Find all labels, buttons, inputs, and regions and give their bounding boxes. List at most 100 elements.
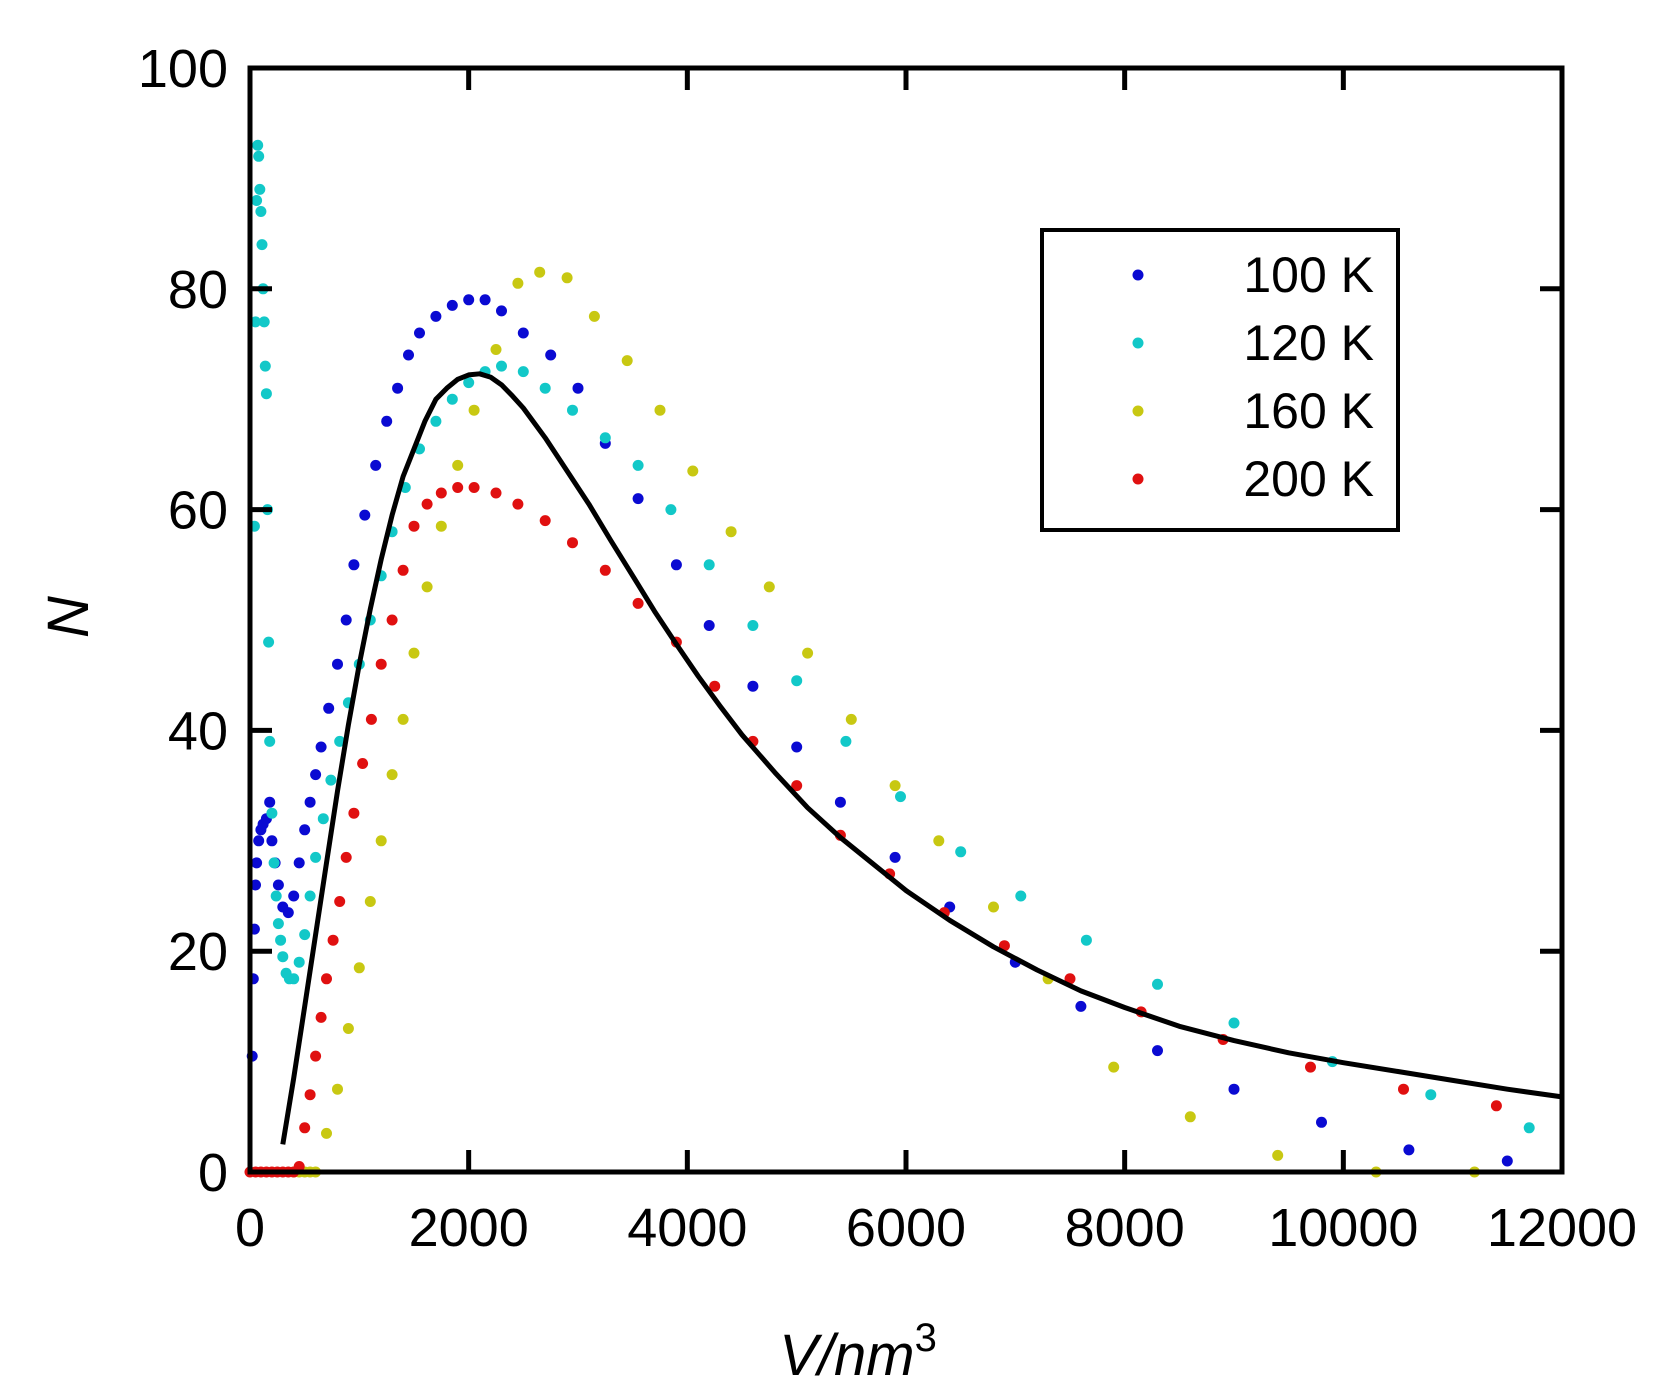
point-120-k bbox=[256, 239, 268, 251]
x-tick-label: 10000 bbox=[1268, 1198, 1418, 1258]
point-120-k bbox=[270, 890, 282, 902]
point-120-k bbox=[539, 382, 551, 394]
point-200-k bbox=[348, 807, 360, 819]
point-160-k bbox=[588, 310, 600, 322]
point-120-k bbox=[430, 415, 442, 427]
plot-area bbox=[244, 65, 1565, 1178]
point-200-k bbox=[512, 498, 524, 510]
point-160-k bbox=[435, 520, 447, 532]
point-100-k bbox=[414, 327, 425, 339]
point-120-k bbox=[703, 559, 715, 571]
point-120-k bbox=[254, 183, 266, 195]
point-100-k bbox=[1228, 1083, 1240, 1095]
point-120-k bbox=[255, 206, 267, 217]
point-100-k bbox=[496, 305, 507, 317]
data-marks bbox=[244, 139, 1563, 1178]
point-100-k bbox=[1152, 1045, 1163, 1057]
point-200-k bbox=[334, 896, 346, 907]
point-200-k bbox=[468, 482, 480, 493]
x-tick-label: 6000 bbox=[846, 1198, 966, 1258]
legend-marker-100-k bbox=[1132, 269, 1144, 281]
point-100-k bbox=[446, 299, 458, 311]
point-120-k bbox=[517, 366, 529, 378]
point-120-k bbox=[263, 636, 275, 648]
point-100-k bbox=[323, 702, 335, 714]
point-100-k bbox=[392, 382, 404, 394]
legend-label-120-k: 120 K bbox=[1243, 315, 1374, 371]
point-120-k bbox=[1523, 1122, 1535, 1134]
legend-marker-120-k bbox=[1132, 337, 1144, 349]
point-160-k bbox=[1272, 1149, 1284, 1161]
point-100-k bbox=[545, 349, 557, 361]
point-120-k bbox=[840, 735, 852, 747]
point-160-k bbox=[408, 647, 420, 659]
point-120-k bbox=[268, 857, 280, 869]
point-120-k bbox=[260, 388, 272, 400]
point-120-k bbox=[251, 195, 263, 206]
point-200-k bbox=[1305, 1061, 1316, 1073]
point-120-k bbox=[1228, 1017, 1240, 1029]
y-tick-label: 80 bbox=[168, 260, 228, 320]
point-100-k bbox=[310, 769, 322, 781]
y-tick-labels: 0 20 40 60 80 100 bbox=[138, 39, 228, 1203]
x-axis-title: V/nm3 bbox=[779, 1316, 937, 1388]
x-tick-label: 0 bbox=[235, 1198, 265, 1258]
point-100-k bbox=[370, 459, 382, 471]
point-120-k bbox=[446, 393, 458, 405]
point-100-k bbox=[282, 907, 294, 919]
point-120-k bbox=[317, 813, 329, 825]
point-100-k bbox=[430, 310, 442, 322]
point-100-k bbox=[315, 741, 327, 753]
point-100-k bbox=[288, 890, 300, 902]
point-120-k bbox=[791, 675, 803, 687]
point-100-k bbox=[747, 680, 759, 692]
point-100-k bbox=[381, 415, 393, 427]
point-100-k bbox=[1075, 1000, 1087, 1012]
point-120-k bbox=[496, 360, 507, 372]
series-200-k bbox=[244, 482, 1502, 1178]
point-160-k bbox=[1108, 1061, 1120, 1073]
point-100-k bbox=[632, 493, 644, 505]
point-100-k bbox=[253, 835, 265, 847]
point-120-k bbox=[1015, 890, 1027, 902]
legend-box bbox=[1040, 228, 1400, 532]
point-100-k bbox=[304, 796, 316, 808]
point-200-k bbox=[386, 614, 398, 626]
series-120-k bbox=[248, 139, 1535, 1134]
point-120-k bbox=[1152, 978, 1163, 990]
point-120-k bbox=[264, 735, 276, 747]
point-160-k bbox=[468, 404, 480, 416]
point-160-k bbox=[802, 647, 814, 659]
point-120-k bbox=[325, 774, 337, 786]
point-200-k bbox=[397, 564, 409, 576]
point-200-k bbox=[599, 564, 611, 576]
point-120-k bbox=[665, 504, 677, 516]
x-axis-title-var: V/nm bbox=[779, 1323, 914, 1388]
point-120-k bbox=[895, 791, 906, 803]
point-200-k bbox=[340, 851, 352, 863]
point-160-k bbox=[687, 465, 699, 477]
point-200-k bbox=[709, 680, 721, 692]
point-100-k bbox=[403, 349, 414, 361]
y-tick-label: 40 bbox=[168, 701, 228, 761]
point-200-k bbox=[791, 780, 803, 792]
point-160-k bbox=[534, 266, 546, 278]
x-tick-label: 2000 bbox=[409, 1198, 529, 1258]
legend: 100 K 120 K 160 K 200 K bbox=[1040, 228, 1400, 532]
point-160-k bbox=[845, 713, 857, 725]
y-tick-label: 0 bbox=[198, 1143, 228, 1203]
point-200-k bbox=[632, 597, 644, 609]
point-120-k bbox=[266, 807, 278, 819]
point-160-k bbox=[621, 355, 633, 367]
point-100-k bbox=[791, 741, 803, 753]
point-200-k bbox=[293, 1161, 305, 1172]
legend-label-160-k: 160 K bbox=[1243, 383, 1374, 439]
point-120-k bbox=[599, 432, 611, 444]
point-100-k bbox=[572, 382, 584, 394]
point-160-k bbox=[490, 344, 502, 355]
point-120-k bbox=[259, 360, 271, 372]
point-160-k bbox=[654, 404, 666, 416]
point-100-k bbox=[332, 658, 343, 670]
point-200-k bbox=[539, 515, 551, 527]
